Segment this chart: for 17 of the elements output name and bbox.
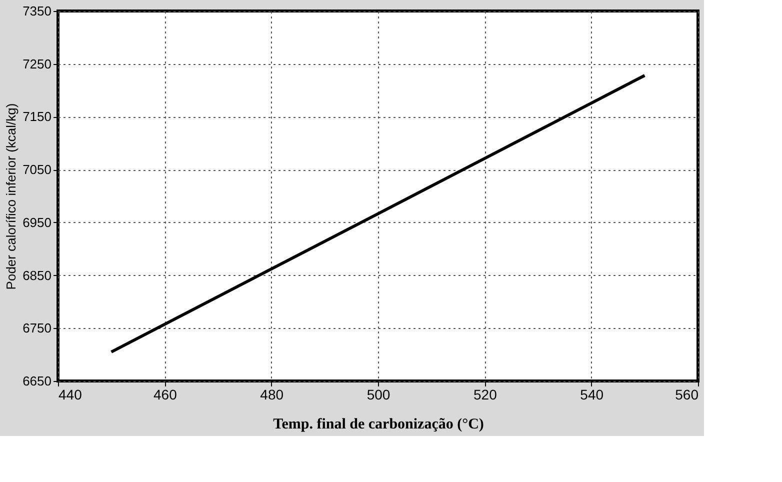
x-tick-label: 540 bbox=[580, 386, 604, 402]
x-tick-label: 500 bbox=[366, 386, 390, 402]
y-tick-label: 6650 bbox=[22, 374, 52, 388]
y-tick-label: 7250 bbox=[22, 56, 52, 72]
x-tick-label: 480 bbox=[260, 386, 284, 402]
x-tick-label: 560 bbox=[675, 386, 699, 402]
y-tick-label: 7350 bbox=[22, 4, 52, 18]
y-tick-label: 6850 bbox=[22, 268, 52, 283]
y-tick-label: 7150 bbox=[22, 109, 52, 124]
y-axis-title: Poder calorífico inferior (kcal/kg) bbox=[4, 103, 19, 290]
x-tick-label: 460 bbox=[153, 386, 178, 402]
x-tick-label: 440 bbox=[58, 386, 82, 402]
y-tick-label: 7050 bbox=[22, 162, 52, 178]
y-tick-label: 6750 bbox=[22, 320, 52, 336]
y-tick-label: 6950 bbox=[22, 214, 52, 230]
x-axis-title: Temp. final de carbonização (°C) bbox=[273, 416, 484, 432]
x-tick-label: 520 bbox=[473, 386, 498, 402]
